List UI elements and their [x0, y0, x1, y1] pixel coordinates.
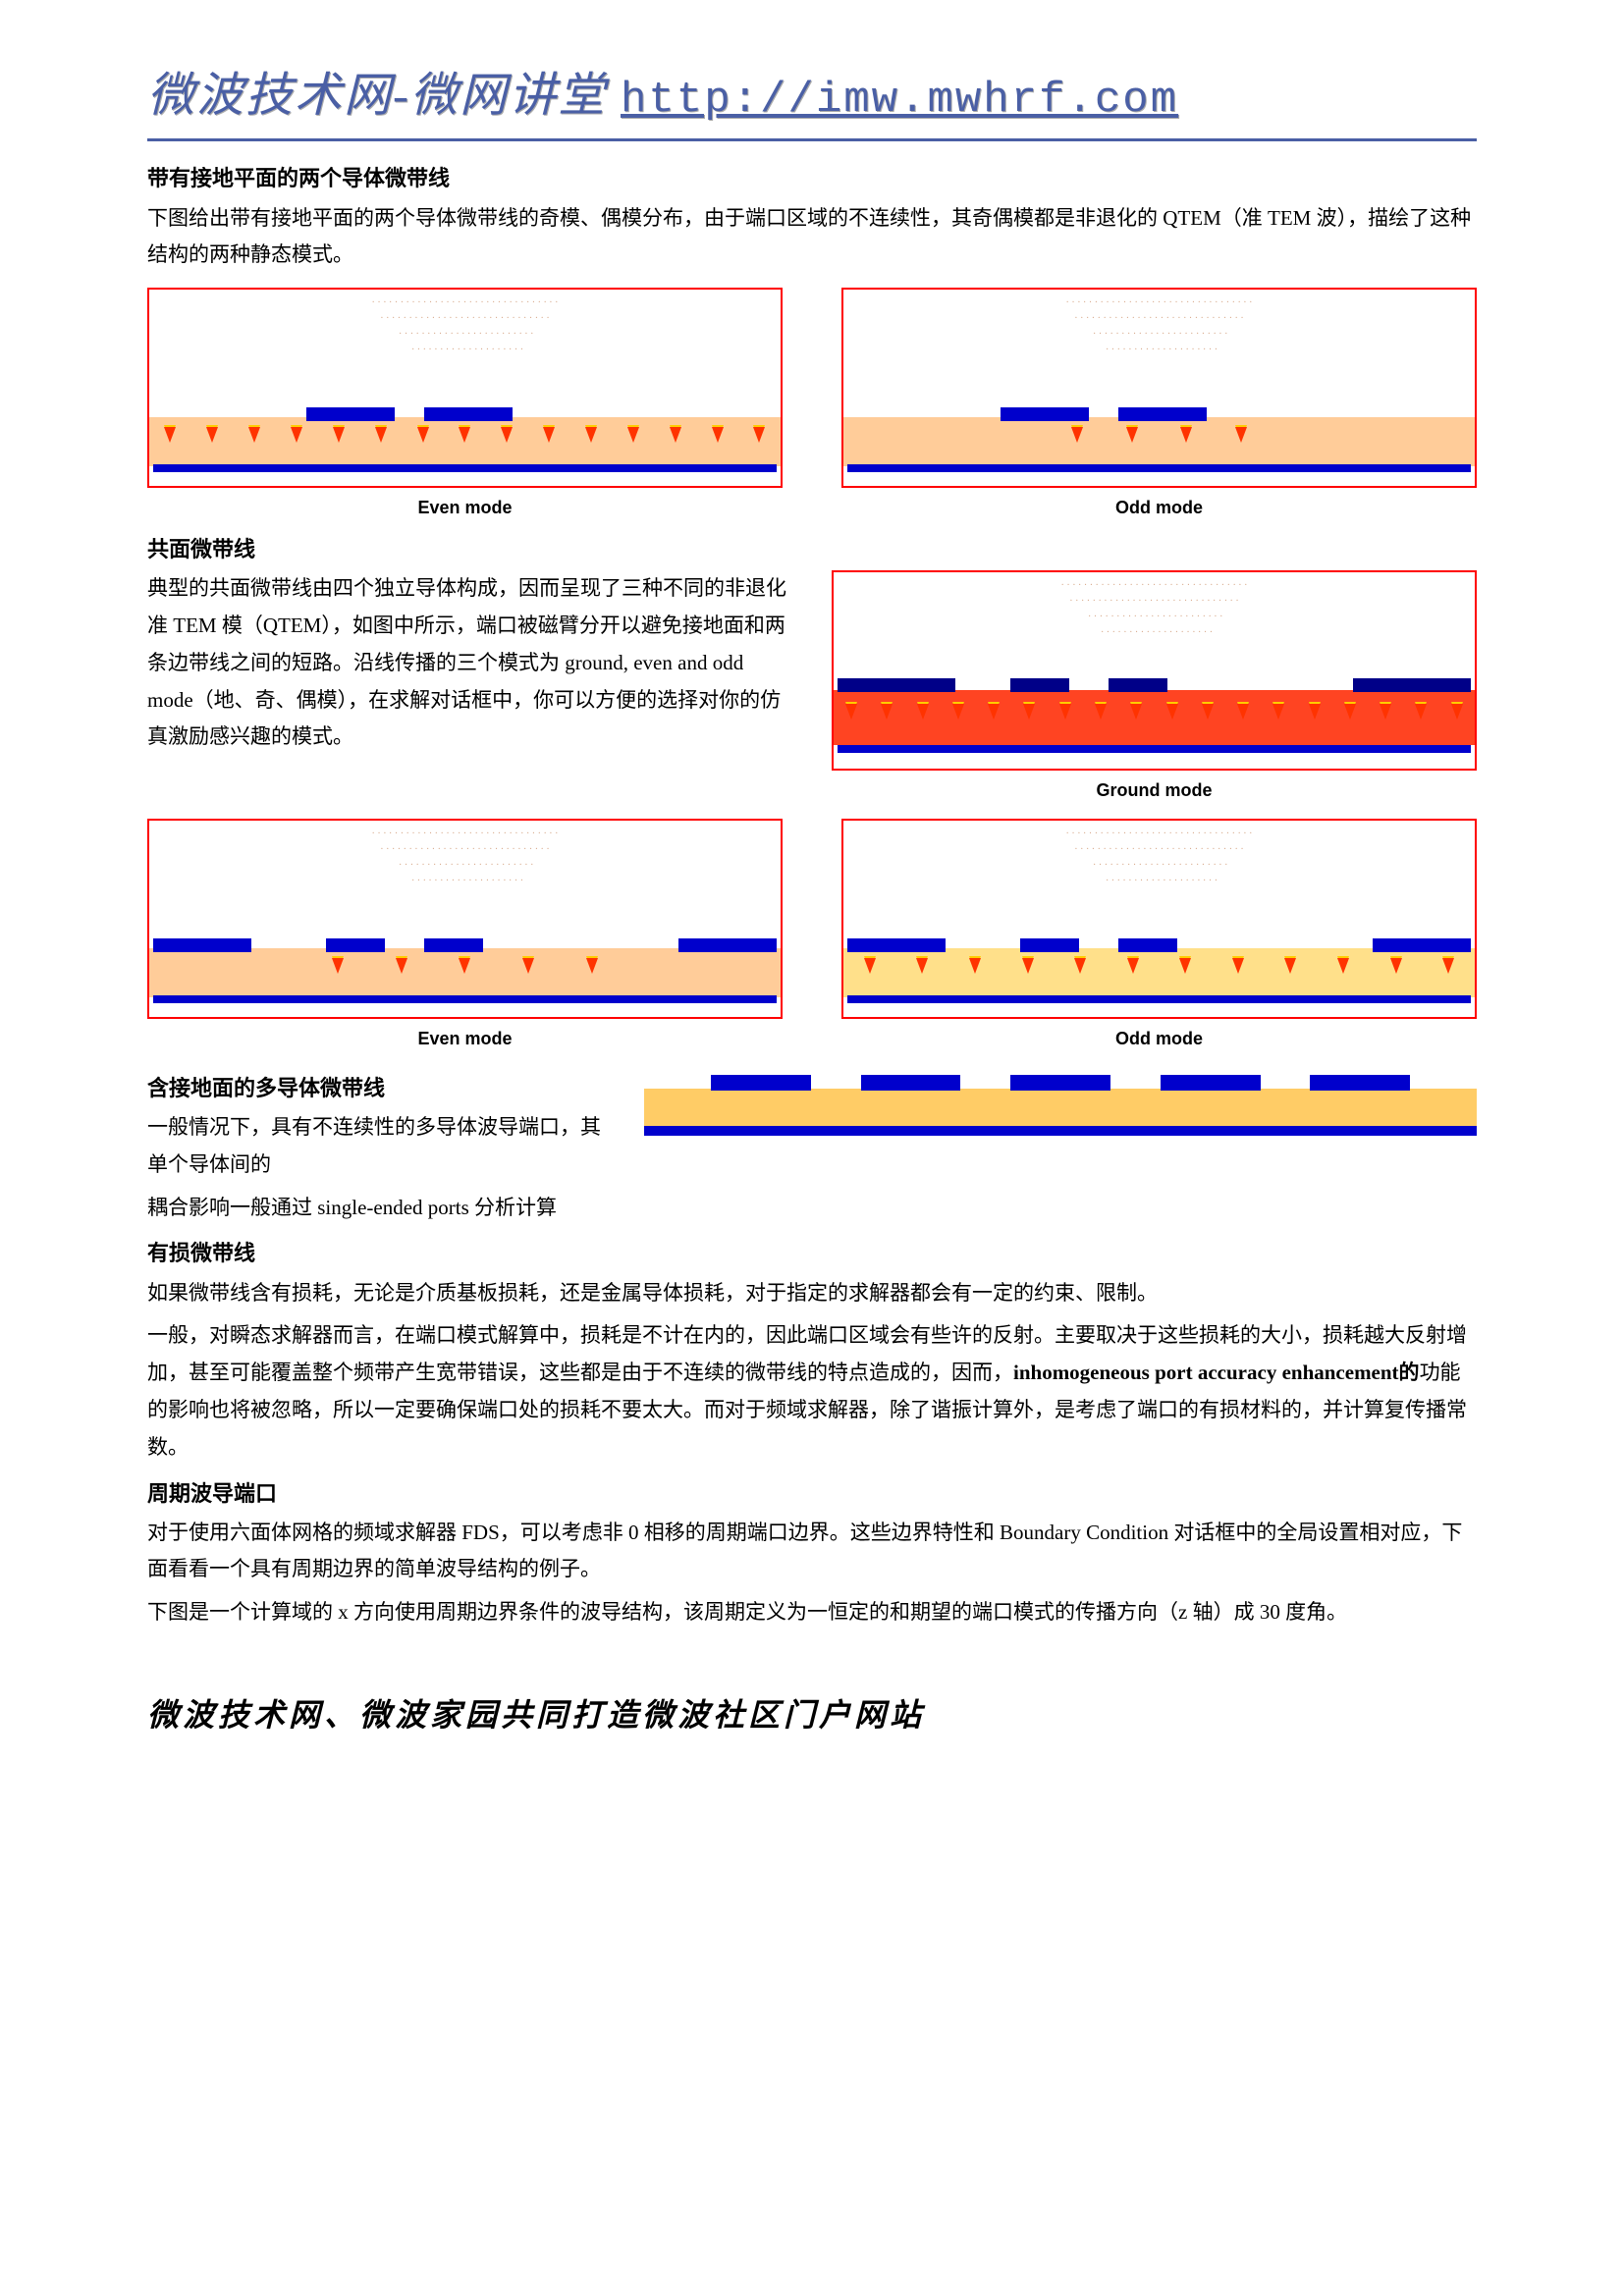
fig-frame — [832, 570, 1477, 771]
fig-even-mode-1: Even mode — [147, 288, 783, 522]
section4-p2-bold: inhomogeneous port accuracy enhancement的 — [1013, 1361, 1420, 1384]
fig-caption: Odd mode — [841, 1025, 1477, 1053]
brand-text: 微波技术网-微网讲堂 — [147, 70, 607, 122]
fig-caption: Even mode — [147, 1025, 783, 1053]
site-header: 微波技术网-微网讲堂 http://imw.mwhrf.com — [147, 59, 1477, 141]
section5-p1: 对于使用六面体网格的频域求解器 FDS，可以考虑非 0 相移的周期端口边界。这些… — [147, 1515, 1477, 1589]
page: 微波技术网-微网讲堂 http://imw.mwhrf.com 带有接地平面的两… — [0, 0, 1624, 1780]
figure-row-1: Even mode Odd mode — [147, 288, 1477, 522]
section2-title: 共面微带线 — [147, 532, 1477, 566]
multi-conductor-diagram — [644, 1067, 1477, 1136]
section3-title: 含接地面的多导体微带线 — [147, 1071, 605, 1105]
fig-caption: Odd mode — [841, 494, 1477, 522]
site-url: http://imw.mwhrf.com — [621, 76, 1178, 125]
page-footer: 微波技术网、微波家园共同打造微波社区门户网站 — [147, 1690, 1477, 1740]
section5-title: 周期波导端口 — [147, 1476, 1477, 1511]
figure-row-2: Even mode Odd mode — [147, 819, 1477, 1053]
section3-row: 含接地面的多导体微带线 一般情况下，具有不连续性的多导体波导端口，其单个导体间的 — [147, 1061, 1477, 1190]
fig-frame — [841, 819, 1477, 1019]
fig-caption: Ground mode — [832, 776, 1477, 805]
section2-row: 典型的共面微带线由四个独立导体构成，因而呈现了三种不同的非退化准 TEM 模（Q… — [147, 570, 1477, 805]
section1-title: 带有接地平面的两个导体微带线 — [147, 161, 1477, 195]
fig-even-mode-2: Even mode — [147, 819, 783, 1053]
section4-p2: 一般，对瞬态求解器而言，在端口模式解算中，损耗是不计在内的，因此端口区域会有些许… — [147, 1317, 1477, 1466]
section3-p2: 耦合影响一般通过 single-ended ports 分析计算 — [147, 1190, 1477, 1227]
fig-frame — [841, 288, 1477, 488]
section4-title: 有损微带线 — [147, 1236, 1477, 1270]
fig-odd-mode-2: Odd mode — [841, 819, 1477, 1053]
fig-frame — [147, 288, 783, 488]
section3-p1: 一般情况下，具有不连续性的多导体波导端口，其单个导体间的 — [147, 1109, 605, 1184]
fig-caption: Even mode — [147, 494, 783, 522]
fig-odd-mode-1: Odd mode — [841, 288, 1477, 522]
fig-frame — [147, 819, 783, 1019]
section4-p1: 如果微带线含有损耗，无论是介质基板损耗，还是金属导体损耗，对于指定的求解器都会有… — [147, 1275, 1477, 1312]
section1-p1: 下图给出带有接地平面的两个导体微带线的奇模、偶模分布，由于端口区域的不连续性，其… — [147, 200, 1477, 275]
fig-ground-mode: Ground mode — [832, 570, 1477, 805]
section5-p2: 下图是一个计算域的 x 方向使用周期边界条件的波导结构，该周期定义为一恒定的和期… — [147, 1594, 1477, 1631]
section2-p1: 典型的共面微带线由四个独立导体构成，因而呈现了三种不同的非退化准 TEM 模（Q… — [147, 570, 792, 756]
